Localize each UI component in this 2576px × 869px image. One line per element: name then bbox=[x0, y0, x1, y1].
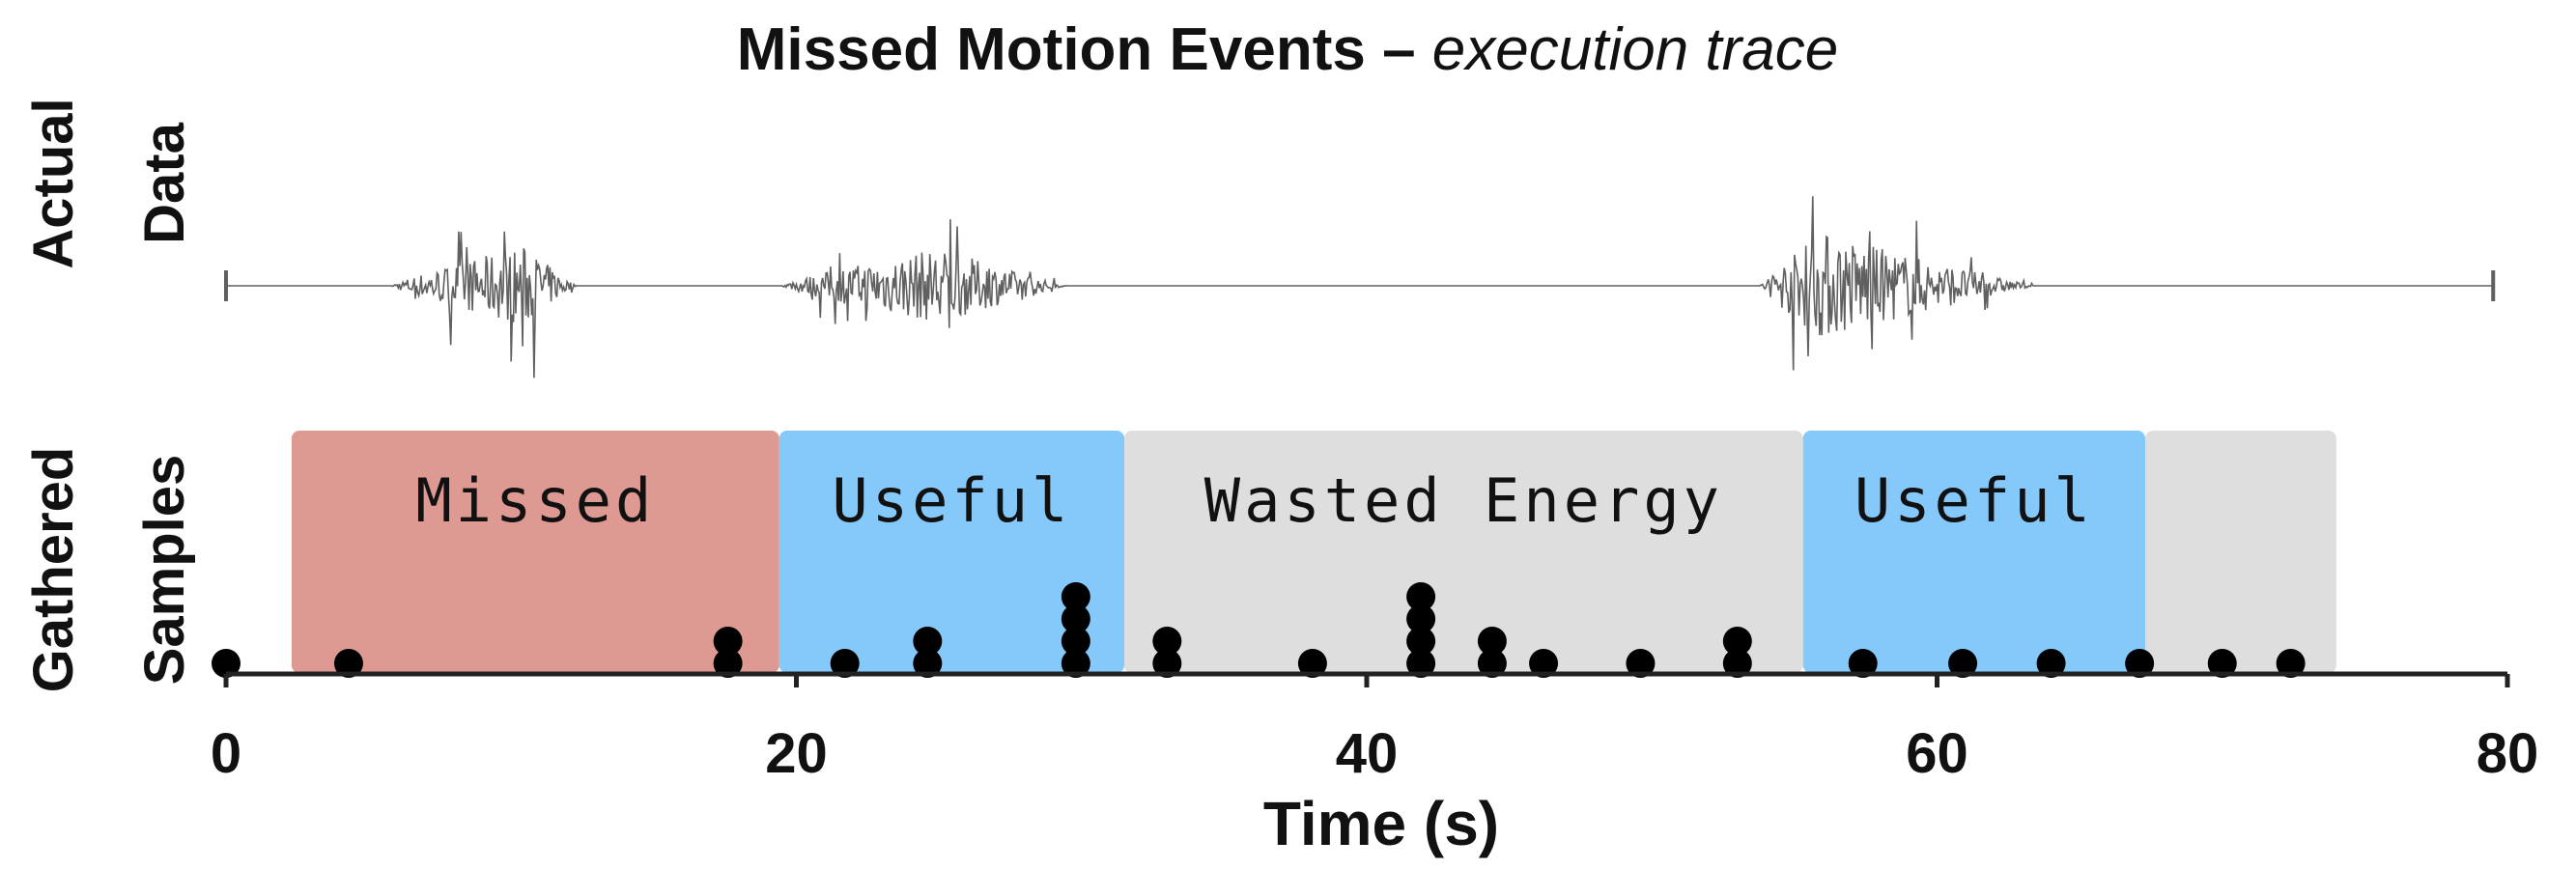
bottom-ylabel-line2: Samples bbox=[133, 455, 196, 686]
sample-point-2-1 bbox=[713, 627, 743, 656]
x-tick-label-1: 20 bbox=[765, 722, 828, 785]
region-label-2: Wasted Energy bbox=[1204, 465, 1723, 536]
sample-point-8-3 bbox=[1406, 582, 1436, 611]
x-tick-label-0: 0 bbox=[211, 722, 241, 785]
sample-point-5-0 bbox=[1061, 649, 1090, 678]
chart-subtitle: execution trace bbox=[1432, 16, 1838, 83]
sample-point-15-0 bbox=[2036, 649, 2066, 678]
top-ylabel: Actual Data bbox=[22, 98, 196, 268]
sample-point-7-0 bbox=[1297, 649, 1327, 678]
sample-point-16-0 bbox=[2125, 649, 2155, 678]
top-ylabel-line1: Actual bbox=[22, 98, 85, 268]
sample-point-4-0 bbox=[913, 649, 943, 678]
sample-point-5-1 bbox=[1061, 627, 1090, 656]
sample-point-12-1 bbox=[1722, 627, 1752, 656]
x-tick-label-2: 40 bbox=[1336, 722, 1399, 785]
region-2 bbox=[1124, 431, 1803, 673]
region-label-1: Useful bbox=[832, 465, 1071, 536]
region-label-0: Missed bbox=[415, 465, 655, 536]
region-1 bbox=[778, 431, 1125, 673]
sample-point-14-0 bbox=[1948, 649, 1978, 678]
sample-point-4-1 bbox=[913, 627, 943, 656]
x-axis: 0 20 40 60 80 bbox=[211, 671, 2539, 785]
sample-point-5-3 bbox=[1061, 582, 1090, 611]
x-axis-label: Time (s) bbox=[1263, 789, 1499, 858]
x-tick-label-4: 80 bbox=[2477, 722, 2539, 785]
sample-point-2-0 bbox=[713, 649, 743, 678]
sample-point-8-0 bbox=[1406, 649, 1436, 678]
signal-line bbox=[226, 196, 2493, 378]
sample-point-3-0 bbox=[830, 649, 860, 678]
chart-title-main: Missed Motion Events bbox=[737, 16, 1366, 83]
region-0 bbox=[291, 431, 779, 673]
sample-point-12-0 bbox=[1722, 649, 1752, 678]
sample-point-9-1 bbox=[1477, 627, 1507, 656]
sample-point-11-0 bbox=[1626, 649, 1656, 678]
bottom-ylabel: Gathered Samples bbox=[22, 447, 196, 693]
region-3 bbox=[1802, 431, 2146, 673]
sample-regions: Missed Useful Wasted Energy Useful bbox=[291, 431, 2336, 673]
sample-point-8-2 bbox=[1406, 604, 1436, 633]
sample-point-0-0 bbox=[212, 649, 241, 678]
sample-point-17-0 bbox=[2207, 649, 2237, 678]
region-label-3: Useful bbox=[1854, 465, 2094, 536]
sample-point-6-1 bbox=[1152, 627, 1182, 656]
sample-point-8-1 bbox=[1406, 627, 1436, 656]
sample-markers bbox=[212, 582, 2306, 678]
sample-point-1-0 bbox=[333, 649, 363, 678]
chart-title: Missed Motion Events – execution trace bbox=[737, 16, 1839, 83]
sample-point-13-0 bbox=[1848, 649, 1878, 678]
sample-point-18-0 bbox=[2276, 649, 2306, 678]
title-separator: – bbox=[1366, 16, 1432, 83]
top-ylabel-line2: Data bbox=[133, 122, 196, 243]
sample-point-5-2 bbox=[1061, 604, 1090, 633]
bottom-ylabel-line1: Gathered bbox=[22, 447, 85, 693]
sample-point-6-0 bbox=[1152, 649, 1182, 678]
sample-point-10-0 bbox=[1529, 649, 1559, 678]
actual-data-signal bbox=[224, 196, 2496, 378]
region-4 bbox=[2145, 431, 2336, 673]
sample-point-9-0 bbox=[1477, 649, 1507, 678]
x-tick-label-3: 60 bbox=[1906, 722, 1968, 785]
